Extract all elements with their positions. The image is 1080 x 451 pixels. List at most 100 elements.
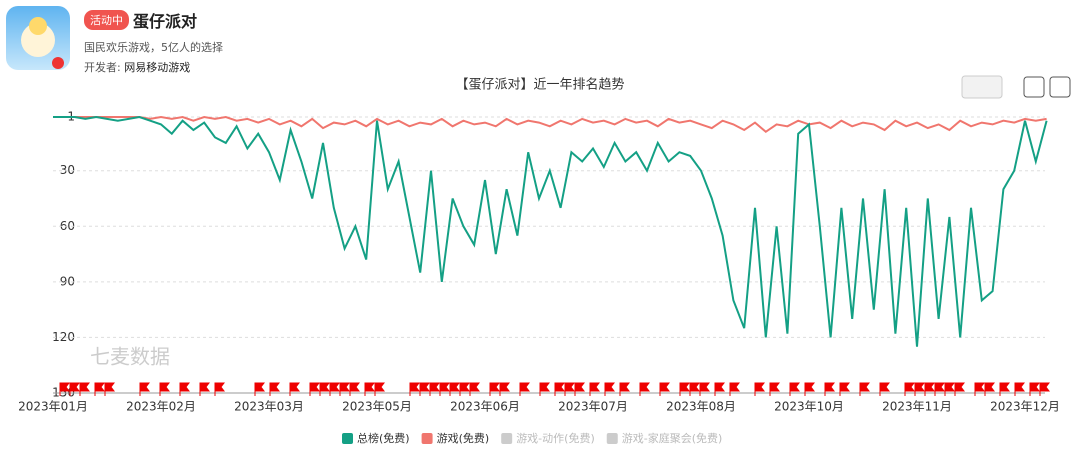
x-tick-label: 2023年06月 [450, 400, 520, 414]
watermark: 七麦数据 [90, 345, 170, 369]
legend-label: 游戏(免费) [437, 431, 490, 445]
event-flag [104, 382, 115, 396]
event-flag [924, 382, 935, 396]
event-flag [604, 382, 615, 396]
event-flag [339, 382, 350, 396]
x-tick-label: 2023年07月 [558, 400, 628, 414]
event-flag [689, 382, 700, 396]
header: 活动中 蛋仔派对 国民欢乐游戏，5亿人的选择 开发者: 网易移动游戏 [84, 8, 223, 75]
event-flag [459, 382, 470, 396]
x-tick-label: 2023年08月 [666, 400, 736, 414]
event-flag [319, 382, 330, 396]
event-flag [409, 382, 420, 396]
event-flag [1039, 382, 1050, 396]
subtitle: 国民欢乐游戏，5亿人的选择 [84, 41, 223, 54]
event-flag [619, 382, 630, 396]
developer-label: 开发者: [84, 61, 121, 74]
event-flag [769, 382, 780, 396]
event-flag [574, 382, 585, 396]
y-tick-label: 120 [52, 330, 75, 344]
image-button[interactable] [1023, 76, 1045, 98]
event-flag [934, 382, 945, 396]
event-flag [94, 382, 105, 396]
toolbar[interactable] [961, 75, 1071, 99]
app-title: 蛋仔派对 [133, 12, 198, 31]
event-flag [449, 382, 460, 396]
event-flag [699, 382, 710, 396]
legend-marker [501, 433, 513, 444]
event-flag [289, 382, 300, 396]
event-flag [839, 382, 850, 396]
event-flag [679, 382, 690, 396]
x-tick-label: 2023年12月 [990, 400, 1060, 414]
event-flag [554, 382, 565, 396]
legend-label: 游戏-动作(免费) [516, 431, 595, 445]
event-flag [139, 382, 150, 396]
event-flag [564, 382, 575, 396]
event-flag [954, 382, 965, 396]
event-flag [824, 382, 835, 396]
event-flag [349, 382, 360, 396]
event-flag [729, 382, 740, 396]
event-flag [589, 382, 600, 396]
event-flag [904, 382, 915, 396]
event-flag [974, 382, 985, 396]
event-flag [469, 382, 480, 396]
event-flag [309, 382, 320, 396]
event-flag [79, 382, 90, 396]
event-flag [879, 382, 890, 396]
event-flag [1029, 382, 1040, 396]
event-flag [269, 382, 280, 396]
event-flag [519, 382, 530, 396]
event-flag [419, 382, 430, 396]
x-tick-label: 2023年05月 [342, 400, 412, 414]
app-icon [6, 6, 70, 70]
x-tick-label: 2023年02月 [126, 400, 196, 414]
event-flag [254, 382, 265, 396]
x-tick-label: 2023年01月 [18, 400, 88, 414]
legend-label: 游戏-家庭聚会(免费) [622, 431, 723, 445]
developer-name: 网易移动游戏 [124, 61, 191, 74]
event-flag [754, 382, 765, 396]
event-flag [859, 382, 870, 396]
x-tick-label: 2023年10月 [774, 400, 844, 414]
event-flag [69, 382, 80, 396]
download-button[interactable] [1049, 76, 1071, 98]
event-flag [539, 382, 550, 396]
event-flag [914, 382, 925, 396]
event-flag [804, 382, 815, 396]
x-tick-label: 2023年11月 [882, 400, 952, 414]
event-flag [944, 382, 955, 396]
event-flag [439, 382, 450, 396]
event-flag [159, 382, 170, 396]
event-flag [429, 382, 440, 396]
event-flag [639, 382, 650, 396]
badge: 活动中 [84, 10, 129, 30]
legend-marker [421, 433, 433, 444]
event-flag [489, 382, 500, 396]
event-flag [364, 382, 375, 396]
legend-label: 总榜(免费) [357, 431, 410, 445]
event-flag [179, 382, 190, 396]
event-flag [659, 382, 670, 396]
event-flag [789, 382, 800, 396]
developer: 开发者: 网易移动游戏 [84, 59, 223, 75]
event-flag [999, 382, 1010, 396]
event-flag [1014, 382, 1025, 396]
legend-marker [606, 433, 618, 444]
event-flag [59, 382, 70, 396]
event-flag [199, 382, 210, 396]
event-flag [214, 382, 225, 396]
chart-title: 【蛋仔派对】近一年排名趋势 [455, 77, 624, 93]
legend-marker [342, 433, 353, 444]
x-tick-label: 2023年03月 [234, 400, 304, 414]
view-toggle[interactable] [961, 75, 1003, 99]
event-flag [984, 382, 995, 396]
event-flag [329, 382, 340, 396]
event-flag [714, 382, 725, 396]
event-flag [374, 382, 385, 396]
event-flag [499, 382, 510, 396]
series-line [53, 115, 1048, 347]
